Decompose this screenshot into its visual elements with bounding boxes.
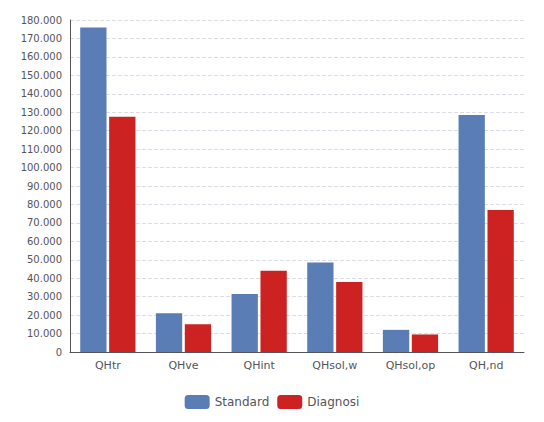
svg-text:QHint: QHint bbox=[244, 359, 276, 372]
svg-text:QHsol,w: QHsol,w bbox=[312, 359, 357, 372]
svg-text:QHsol,op: QHsol,op bbox=[386, 359, 436, 372]
svg-text:100.000: 100.000 bbox=[21, 162, 62, 173]
svg-text:QH,nd: QH,nd bbox=[469, 359, 503, 372]
svg-text:40.000: 40.000 bbox=[27, 273, 62, 284]
svg-text:170.000: 170.000 bbox=[21, 33, 62, 44]
svg-text:180.000: 180.000 bbox=[21, 15, 62, 26]
svg-text:70.000: 70.000 bbox=[27, 217, 62, 228]
svg-text:150.000: 150.000 bbox=[21, 70, 62, 81]
svg-text:Standard: Standard bbox=[215, 395, 270, 409]
svg-text:QHve: QHve bbox=[168, 359, 198, 372]
svg-text:QHtr: QHtr bbox=[95, 359, 121, 372]
svg-text:80.000: 80.000 bbox=[27, 199, 62, 210]
svg-text:50.000: 50.000 bbox=[27, 254, 62, 265]
svg-text:110.000: 110.000 bbox=[21, 144, 62, 155]
svg-text:0: 0 bbox=[56, 347, 62, 358]
svg-text:20.000: 20.000 bbox=[27, 310, 62, 321]
svg-text:90.000: 90.000 bbox=[27, 181, 62, 192]
svg-text:Diagnosi: Diagnosi bbox=[307, 395, 359, 409]
svg-text:130.000: 130.000 bbox=[21, 107, 62, 118]
svg-text:140.000: 140.000 bbox=[21, 88, 62, 99]
svg-text:160.000: 160.000 bbox=[21, 51, 62, 62]
svg-text:60.000: 60.000 bbox=[27, 236, 62, 247]
svg-text:10.000: 10.000 bbox=[27, 328, 62, 339]
svg-text:120.000: 120.000 bbox=[21, 125, 62, 136]
svg-text:30.000: 30.000 bbox=[27, 291, 62, 302]
